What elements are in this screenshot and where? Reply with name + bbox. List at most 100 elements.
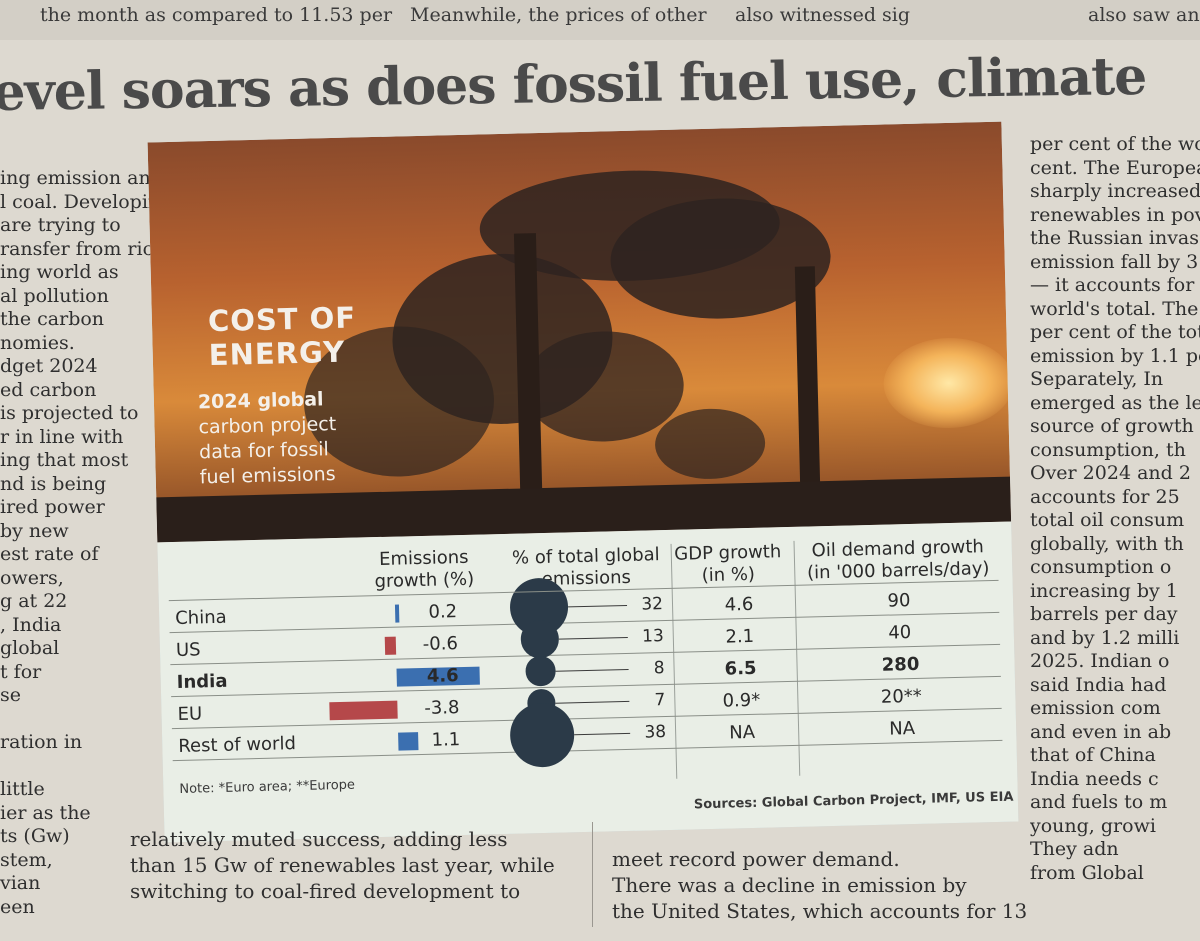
- bottom-left-line: switching to coal-fired development to: [130, 879, 521, 903]
- share-leader-line: [574, 732, 631, 736]
- right-column-line: and even in ab: [1030, 720, 1172, 743]
- right-column-line: emerged as the le: [1030, 391, 1200, 414]
- right-column-line: from Global: [1030, 861, 1144, 884]
- power-plant-photo: COST OF ENERGY 2024 global carbon projec…: [147, 121, 1015, 543]
- oil-demand-value: 40: [888, 622, 912, 644]
- left-column-line: is projected to: [0, 402, 139, 424]
- header-gdp-growth: GDP growth (in %): [674, 541, 782, 587]
- left-column-line: dget 2024: [0, 355, 98, 377]
- left-column-line: ration in: [0, 731, 83, 753]
- bottom-right-line: There was a decline in emission by: [612, 873, 967, 897]
- left-column-line: [0, 708, 165, 732]
- emissions-growth-bar: [398, 732, 419, 751]
- emissions-growth-value: -0.6: [422, 633, 459, 655]
- sun-glow: [882, 336, 1015, 430]
- country-label: China: [174, 606, 227, 630]
- left-column-line: ired power: [0, 496, 105, 518]
- left-column-line: ts (Gw): [0, 825, 70, 847]
- share-value: 7: [654, 690, 666, 711]
- article-headline: evel soars as does fossil fuel use, clim…: [0, 45, 1147, 123]
- right-column-line: emission by 1.1 pe: [1030, 344, 1200, 367]
- right-column-line: India needs c: [1030, 767, 1159, 790]
- previous-article-strip: the month as compared to 11.53 per Meanw…: [0, 0, 1200, 40]
- share-bubble: [520, 619, 559, 659]
- right-column-line: They adn: [1030, 838, 1119, 860]
- emissions-growth-bar: [384, 636, 397, 655]
- left-column-line: vian: [0, 872, 41, 894]
- right-column-line: young, growi: [1030, 814, 1156, 837]
- emissions-growth-value: -3.8: [424, 697, 460, 719]
- right-column-line: and by 1.2 milli: [1030, 626, 1180, 649]
- share-value: 38: [644, 722, 667, 743]
- left-column-line: ransfer from rich: [0, 237, 165, 260]
- left-column-text: ing emission and l coal. Developing are tr…: [0, 167, 165, 919]
- left-column-line: al pollution: [0, 284, 109, 307]
- emissions-growth-value: 0.2: [428, 601, 458, 623]
- right-column-line: that of China: [1030, 744, 1156, 766]
- header-oil-demand-growth: Oil demand growth (in '000 barrels/day): [806, 536, 990, 584]
- right-column-line: source of growth: [1030, 415, 1194, 437]
- table-sources: Sources: Global Carbon Project, IMF, US …: [693, 789, 1014, 813]
- left-column-line: ed carbon: [0, 378, 97, 401]
- right-column-line: world's total. The: [1030, 297, 1199, 320]
- bottom-left-text: relatively muted success, adding less tha…: [130, 826, 555, 904]
- left-column-line: nd is being: [0, 472, 107, 495]
- gdp-growth-value: 6.5: [724, 657, 757, 680]
- left-column-line: g at 22: [0, 590, 68, 612]
- left-column-line: est rate of: [0, 543, 99, 565]
- right-column-line: said India had: [1030, 673, 1167, 696]
- strip-text-4: also saw an: [1088, 4, 1200, 26]
- right-column-line: consumption o: [1030, 556, 1172, 578]
- left-column-line: l coal. Developing: [0, 190, 165, 213]
- bottom-right-text: meet record power demand. There was a dec…: [612, 846, 1027, 924]
- left-column-line: are trying to: [0, 214, 121, 236]
- strip-text-2: Meanwhile, the prices of other: [410, 4, 707, 26]
- left-column-line: ing that most: [0, 449, 129, 471]
- emissions-growth-value: 4.6: [426, 665, 459, 687]
- right-column-line: globally, with th: [1030, 532, 1184, 555]
- gdp-growth-value: 2.1: [725, 625, 755, 648]
- left-column-line: [0, 755, 165, 779]
- bottom-right-line: the United States, which accounts for 13: [612, 899, 1028, 923]
- right-column-line: sharply increased: [1030, 180, 1200, 202]
- right-column-line: renewables in pov: [1030, 203, 1200, 226]
- share-leader-line: [558, 636, 628, 640]
- gdp-growth-value: 4.6: [724, 593, 754, 616]
- left-column-line: se: [0, 684, 21, 706]
- country-label: EU: [177, 703, 203, 725]
- infographic-title: COST OF ENERGY: [207, 300, 357, 373]
- emissions-growth-value: 1.1: [431, 729, 461, 751]
- table-note: Note: *Euro area; **Europe: [179, 777, 356, 797]
- bottom-left-line: than 15 Gw of renewables last year, whil…: [130, 853, 555, 877]
- country-label: Rest of world: [178, 733, 297, 757]
- left-column-line: by new: [0, 519, 69, 542]
- left-column-line: nomies.: [0, 331, 75, 354]
- right-column-line: barrels per day: [1030, 603, 1178, 625]
- right-column-line: increasing by 1: [1030, 579, 1178, 602]
- left-column-line: r in line with: [0, 425, 124, 448]
- emissions-data-table: Emissions growth (%) % of total global emi…: [157, 521, 1019, 843]
- bottom-left-line: relatively muted success, adding less: [130, 827, 508, 851]
- left-column-line: the carbon: [0, 308, 105, 330]
- cost-of-energy-infographic: COST OF ENERGY 2024 global carbon projec…: [147, 121, 1019, 843]
- left-column-line: global: [0, 637, 60, 659]
- gdp-growth-value: NA: [729, 721, 756, 744]
- right-column-line: emission com: [1030, 697, 1161, 719]
- table-row-line: [172, 739, 1003, 762]
- share-leader-line: [555, 668, 629, 672]
- right-column-line: cent. The Europea: [1030, 156, 1200, 179]
- infographic-subtitle: 2024 global carbon project data for foss…: [197, 388, 337, 489]
- strip-text-3: also witnessed sig: [735, 4, 911, 26]
- right-column-line: consumption, th: [1030, 438, 1186, 461]
- right-column-line: and fuels to m: [1030, 791, 1168, 813]
- left-column-line: ing world as: [0, 261, 119, 283]
- left-column-line: een: [0, 895, 35, 918]
- right-column-line: emission fall by 3.: [1030, 250, 1200, 273]
- share-bubble: [525, 656, 556, 687]
- left-column-line: ing emission and: [0, 167, 163, 189]
- right-column-line: total oil consum: [1030, 509, 1185, 531]
- left-column-line: stem,: [0, 848, 53, 871]
- share-value: 32: [641, 594, 664, 615]
- right-column-line: accounts for 25: [1030, 485, 1180, 508]
- right-column-line: per cent of the tot: [1030, 321, 1200, 343]
